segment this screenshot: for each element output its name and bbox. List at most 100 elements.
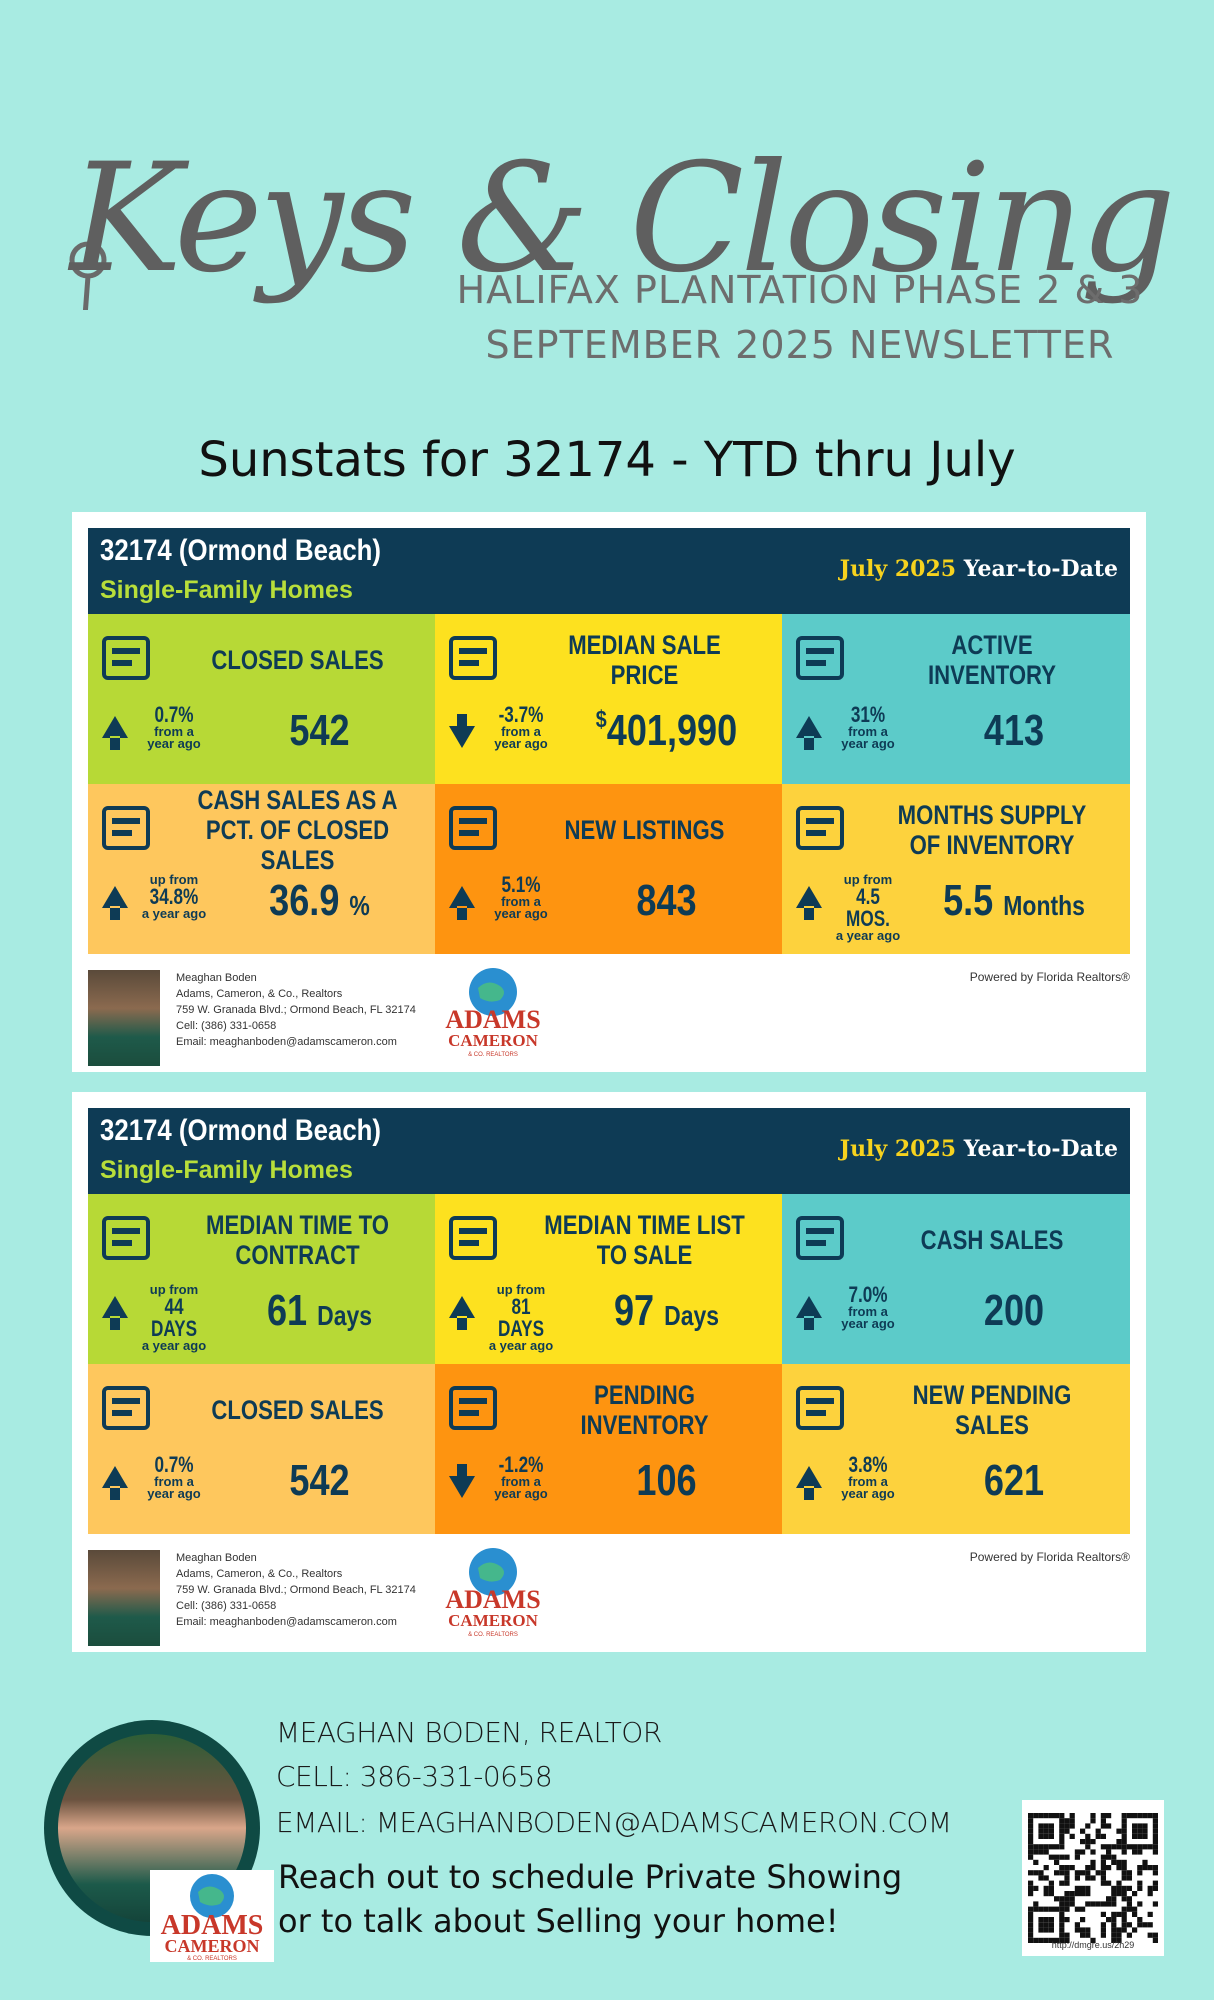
calendar-icon [792,798,854,860]
abacus-icon [445,628,507,690]
metric-value: 61 Days [266,1286,373,1335]
property-type: Single-Family Homes [100,1156,353,1184]
agent-photo [88,1550,160,1646]
period-label: July 2025 Year-to-Date [839,1136,1118,1162]
metric-label: CASH SALES AS A PCT. OF CLOSED SALES [197,785,398,875]
metric-tile: PENDING INVENTORY -1.2% from a year ago 106 [435,1364,782,1534]
metric-tile: MONTHS SUPPLY OF INVENTORY up from 4.5 MOS… [782,784,1130,954]
svg-text:ADAMS: ADAMS [445,1005,540,1034]
card-header: 32174 (Ormond Beach) Single-Family Homes… [88,528,1130,614]
keys-icon [98,1378,160,1440]
document-icon [792,1378,854,1440]
up-arrow-icon [792,1462,826,1502]
metric-change: 7.0% from a year ago [841,1282,895,1331]
metric-value: 106 [636,1456,697,1505]
keys-and-closings-title: Keys & Closings [67,132,1170,310]
metrics-grid: CLOSED SALES 0.7% from a year ago 542 MEDIAN … [88,614,1130,954]
agent-address: 759 W. Granada Blvd.; Ormond Beach, FL 3… [176,1004,416,1016]
metric-change: 3.8% from a year ago [841,1452,895,1501]
metric-tile: MEDIAN TIME TO CONTRACT up from 44 DAYS a y… [88,1194,435,1364]
powered-by: Powered by Florida Realtors® [969,1550,1130,1564]
metric-change: up from 34.8% a year ago [141,872,207,921]
stats-card-1: 32174 (Ormond Beach) Single-Family Homes… [72,512,1146,1072]
footer-cell[interactable]: CELL: 386-331-0658 [276,1760,553,1793]
metric-label: CASH SALES [920,1225,1064,1255]
period-label: July 2025 Year-to-Date [839,556,1118,582]
down-arrow-icon [445,712,479,752]
metric-change: 0.7% from a year ago [147,1452,201,1501]
metric-value: 5.5 Months [943,876,1085,925]
metric-change: 5.1% from a year ago [494,872,548,921]
subtitle-newsletter: SEPTEMBER 2025 NEWSLETTER [485,323,1115,367]
metric-tile: MEDIAN TIME LIST TO SALE up from 81 DAYS a … [435,1194,782,1364]
metric-value: 200 [983,1286,1045,1335]
metric-label: MONTHS SUPPLY OF INVENTORY [897,800,1087,860]
cta-line-1: Reach out to schedule Private Showing [278,1858,903,1896]
cta-line-2: or to talk about Selling your home! [278,1902,839,1940]
metric-label: CLOSED SALES [211,645,384,675]
subtitle-community: HALIFAX PLANTATION PHASE 2 & 3 [456,268,1144,312]
location-title: 32174 (Ormond Beach) [100,534,382,567]
metric-tile: NEW LISTINGS 5.1% from a year ago 843 [435,784,782,954]
agent-cell: Cell: (386) 331-0658 [176,1600,277,1612]
agent-email[interactable]: Email: meaghanboden@adamscameron.com [176,1616,397,1628]
metrics-grid: MEDIAN TIME TO CONTRACT up from 44 DAYS a y… [88,1194,1130,1534]
powered-by: Powered by Florida Realtors® [969,970,1130,984]
up-arrow-icon [98,1292,132,1332]
metric-tile: CASH SALES 7.0% from a year ago 200 [782,1194,1130,1364]
footer-agent-name: MEAGHAN BODEN, REALTOR [276,1716,662,1749]
metric-tile: CLOSED SALES 0.7% from a year ago 542 [88,1364,435,1534]
agent-name: Meaghan Boden [176,1552,257,1564]
metric-value: 843 [636,876,697,925]
metric-label: MEDIAN TIME TO CONTRACT [206,1210,389,1270]
metric-value: $401,990 [595,706,738,755]
cash-icon [792,1208,854,1270]
houses-icon [792,628,854,690]
metric-change: up from 4.5 MOS. a year ago [835,872,901,943]
metric-label: PENDING INVENTORY [580,1380,709,1440]
adams-cameron-logo-large: ADAMS CAMERON & CO. REALTORS [150,1870,274,1962]
metric-label: ACTIVE INVENTORY [928,630,1056,690]
metric-change: up from 81 DAYS a year ago [488,1282,554,1353]
agent-cell: Cell: (386) 331-0658 [176,1020,277,1032]
qr-code[interactable] [1022,1800,1164,1956]
script-title: Keys & Closings [67,132,1170,306]
metric-label: MEDIAN TIME LIST TO SALE [544,1210,745,1270]
metric-change: up from 44 DAYS a year ago [141,1282,207,1353]
svg-text:CAMERON: CAMERON [448,1031,538,1050]
keys-clock-icon [445,1208,507,1270]
qr-url: http://dmgre.us/2h29 [1051,1940,1135,1950]
agent-footer: Meaghan Boden Adams, Cameron, & Co., Rea… [88,962,1130,1066]
keys-icon [98,628,160,690]
metric-label: CLOSED SALES [211,1395,384,1425]
metric-tile: CLOSED SALES 0.7% from a year ago 542 [88,614,435,784]
agent-footer: Meaghan Boden Adams, Cameron, & Co., Rea… [88,1542,1130,1646]
metric-value: 621 [983,1456,1045,1505]
up-arrow-icon [445,1292,479,1332]
sunstats-heading: Sunstats for 32174 - YTD thru July [198,432,1016,488]
up-arrow-icon [792,712,826,752]
up-arrow-icon [445,882,479,922]
svg-text:& CO. REALTORS: & CO. REALTORS [468,1632,518,1638]
agent-info: Meaghan Boden Adams, Cameron, & Co., Rea… [176,970,416,1050]
footer-email[interactable]: EMAIL: MEAGHANBODEN@ADAMSCAMERON.COM [276,1806,952,1839]
up-arrow-icon [792,1292,826,1332]
metric-value: 36.9 % [269,876,370,925]
svg-text:CAMERON: CAMERON [165,1936,260,1956]
svg-text:ADAMS: ADAMS [445,1585,540,1614]
key-icon [69,241,107,310]
svg-text:ADAMS: ADAMS [161,1910,264,1941]
document-clock-icon [98,1208,160,1270]
metric-tile: NEW PENDING SALES 3.8% from a year ago 621 [782,1364,1130,1534]
agent-company: Adams, Cameron, & Co., Realtors [176,988,343,1000]
svg-text:& CO. REALTORS: & CO. REALTORS [468,1052,518,1058]
svg-text:CAMERON: CAMERON [448,1611,538,1630]
agent-photo [88,970,160,1066]
agent-company: Adams, Cameron, & Co., Realtors [176,1568,343,1580]
property-type: Single-Family Homes [100,576,353,604]
location-title: 32174 (Ormond Beach) [100,1114,382,1147]
up-arrow-icon [98,712,132,752]
metric-change: -3.7% from a year ago [494,702,548,751]
agent-email[interactable]: Email: meaghanboden@adamscameron.com [176,1036,397,1048]
metric-label: NEW PENDING SALES [912,1380,1072,1440]
